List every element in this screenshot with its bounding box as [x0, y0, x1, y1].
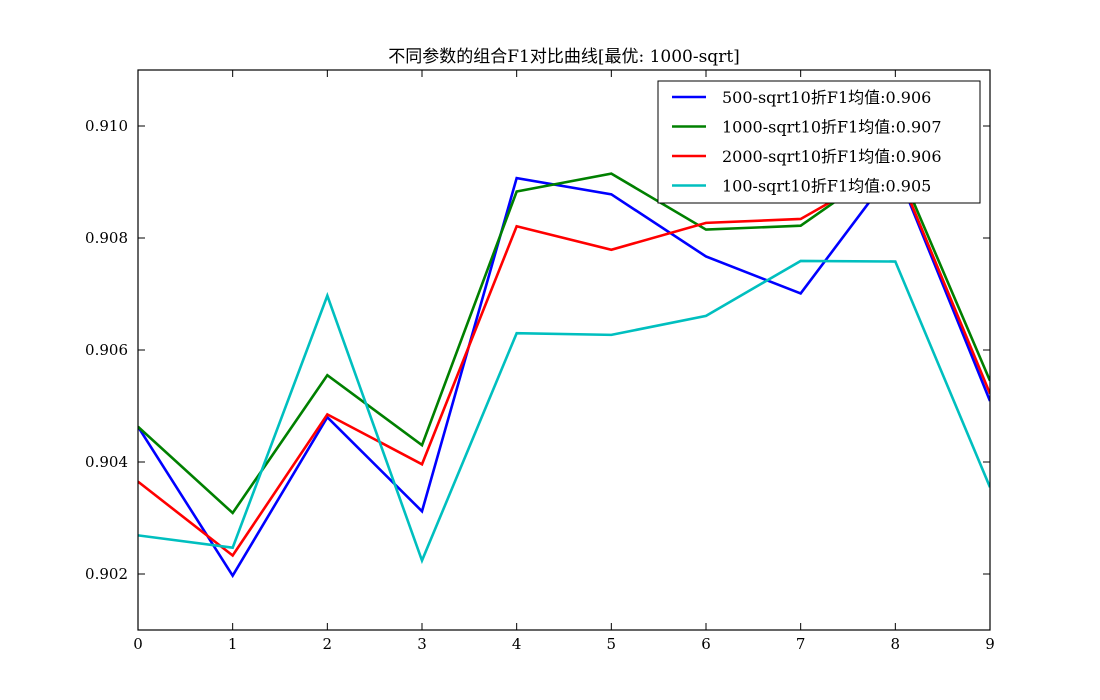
series-line-4: [138, 259, 990, 565]
x-tick-label: 8: [891, 635, 901, 653]
series-line-1: [138, 164, 990, 579]
x-tick-label: 0: [133, 635, 143, 653]
x-tick-label: 6: [701, 635, 711, 653]
legend-box: [657, 80, 981, 204]
legend-label-3: 2000-sqrt10折F1均值:0.906: [722, 147, 942, 166]
x-tick-label: 2: [323, 635, 333, 653]
legend-label-4: 100-sqrt10折F1均值:0.905: [722, 177, 931, 196]
y-tick-label: 0.908: [85, 229, 128, 247]
y-tick-label: 0.902: [85, 565, 128, 583]
x-tick-label: 5: [607, 635, 617, 653]
legend-label-2: 1000-sqrt10折F1均值:0.907: [722, 118, 942, 137]
y-tick-label: 0.906: [85, 341, 128, 359]
axis-ticks: 0 1 2 3 4 5 6 7 8 9 0.902 0.904 0.906 0.908 0.910: [85, 70, 995, 653]
legend: 500-sqrt10折F1均值:0.906 1000-sqrt10折F1均值:0.…: [657, 80, 981, 204]
x-tick-label: 7: [796, 635, 806, 653]
x-tick-label: 1: [228, 635, 238, 653]
x-tick-label: 3: [417, 635, 427, 653]
y-tick-label: 0.910: [85, 117, 128, 135]
chart-title: 不同参数的组合F1对比曲线[最优: 1000-sqrt]: [388, 47, 740, 67]
legend-label-1: 500-sqrt10折F1均值:0.906: [722, 88, 931, 107]
x-tick-label: 9: [985, 635, 995, 653]
x-tick-label: 4: [512, 635, 522, 653]
y-tick-label: 0.904: [85, 453, 128, 471]
